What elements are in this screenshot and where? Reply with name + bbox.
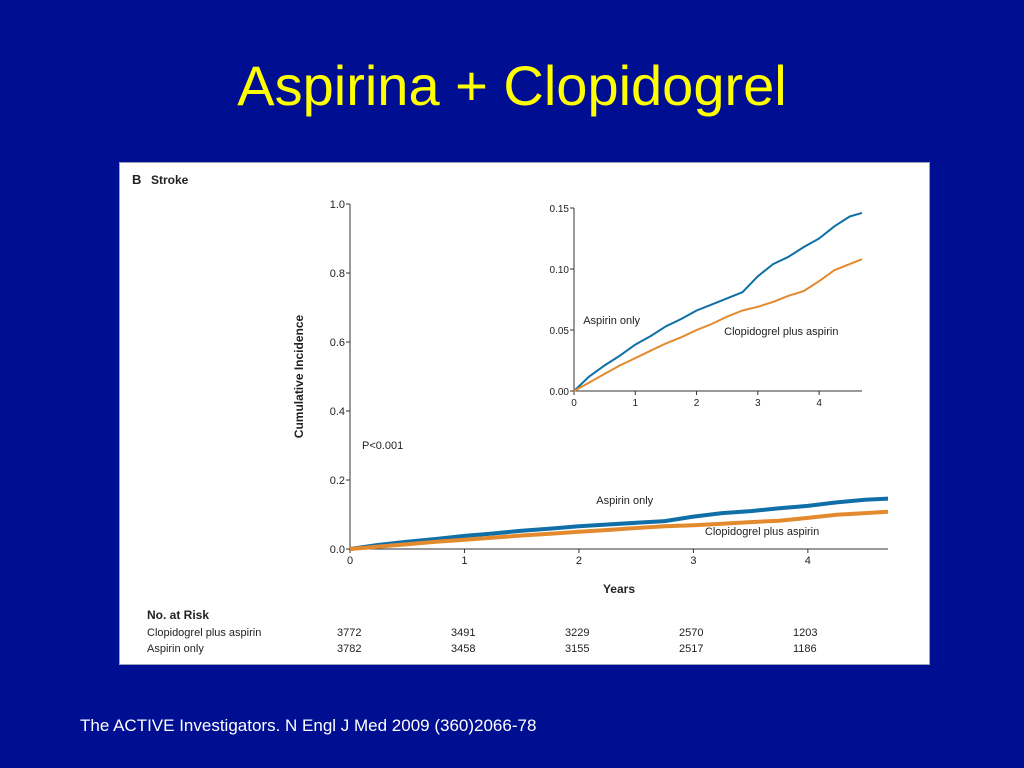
y-tick-label: 0.15 [550, 204, 570, 215]
y-tick-label: 0.2 [330, 475, 345, 487]
x-tick-label: 1 [632, 398, 638, 409]
y-tick-label: 0.8 [330, 268, 345, 280]
y-tick-label: 0.00 [550, 387, 570, 398]
x-axis-label: Years [603, 582, 635, 596]
series-line-aspirin-only [349, 496, 889, 551]
risk-table: No. at Risk Clopidogrel plus aspirin Asp… [147, 608, 817, 655]
x-tick-label: 1 [461, 555, 467, 567]
x-tick-label: 0 [347, 555, 353, 567]
series-annotation: Clopidogrel plus aspirin [724, 326, 838, 338]
stroke-chart-figure: B Stroke P<0.001 0 1 2 3 4 0.0 0.2 0.4 0.6 0.8 1.0… [132, 172, 889, 655]
x-tick-label: 2 [694, 398, 700, 409]
risk-value: 3229 [565, 627, 589, 639]
risk-value: 2570 [679, 627, 703, 639]
y-tick-label: 0.4 [330, 406, 345, 418]
risk-value: 3491 [451, 627, 475, 639]
y-tick-label: 0.05 [550, 326, 570, 337]
x-tick-label: 0 [571, 398, 577, 409]
p-value: P<0.001 [362, 440, 403, 452]
y-tick-label: 0.0 [330, 544, 345, 556]
risk-value: 1203 [793, 627, 817, 639]
series-annotation: Aspirin only [583, 315, 640, 327]
y-tick-label: 0.6 [330, 337, 345, 349]
inset-plot: 0 1 2 3 4 0.00 0.05 0.10 0.15 Aspirin only Clopido… [550, 204, 863, 409]
risk-value: 3772 [337, 627, 361, 639]
risk-value: 2517 [679, 643, 703, 655]
x-tick-label: 4 [805, 555, 811, 567]
figure-panel: B Stroke P<0.001 0 1 2 3 4 0.0 0.2 0.4 0.6 0.8 1.0… [119, 162, 930, 665]
slide-title: Aspirina + Clopidogrel [237, 54, 787, 117]
x-tick-label: 2 [576, 555, 582, 567]
risk-value: 1186 [793, 643, 817, 655]
y-axis-label: Cumulative Incidence [292, 314, 306, 438]
risk-row-label: Aspirin only [147, 643, 204, 655]
x-tick-label: 4 [816, 398, 822, 409]
risk-value: 3458 [451, 643, 475, 655]
risk-row-label: Clopidogrel plus aspirin [147, 627, 261, 639]
series-line-aspirin-only [573, 211, 863, 392]
main-plot: 0 1 2 3 4 0.0 0.2 0.4 0.6 0.8 1.0 Aspirin only Clopi… [292, 199, 889, 596]
panel-title: Stroke [151, 173, 189, 187]
y-tick-label: 0.10 [550, 265, 570, 276]
risk-table-header: No. at Risk [147, 608, 209, 622]
risk-value: 3155 [565, 643, 589, 655]
x-tick-label: 3 [755, 398, 761, 409]
series-line-clopidogrel-plus-aspirin [349, 509, 889, 551]
x-tick-label: 3 [690, 555, 696, 567]
y-tick-label: 1.0 [330, 199, 345, 211]
series-line-clopidogrel-plus-aspirin [573, 258, 863, 392]
risk-value: 3782 [337, 643, 361, 655]
panel-letter: B [132, 172, 141, 187]
citation: The ACTIVE Investigators. N Engl J Med 2… [80, 716, 537, 735]
series-annotation: Clopidogrel plus aspirin [705, 526, 819, 538]
series-annotation: Aspirin only [596, 495, 653, 507]
